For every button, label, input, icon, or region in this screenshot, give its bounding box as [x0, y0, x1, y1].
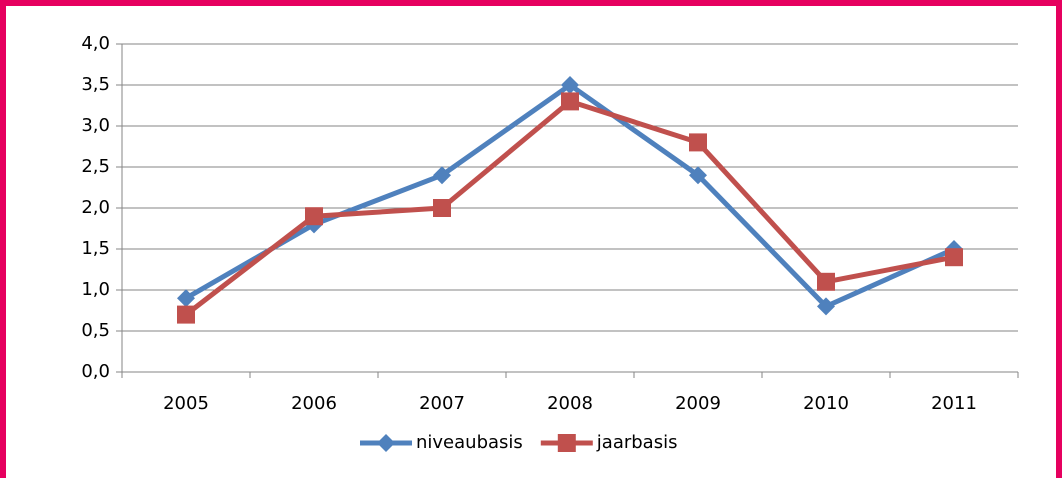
y-tick-label: 0,0: [81, 361, 110, 382]
y-tick-label: 2,0: [81, 197, 110, 218]
marker: [377, 434, 395, 452]
marker: [817, 297, 835, 316]
y-tick-label: 1,0: [81, 279, 110, 300]
marker: [561, 92, 579, 111]
y-tick-label: 3,0: [81, 115, 110, 136]
x-tick-label: 2010: [803, 393, 849, 414]
marker: [433, 199, 451, 217]
y-tick-label: 2,5: [81, 156, 110, 177]
x-tick-label: 2008: [547, 393, 593, 414]
marker: [561, 76, 579, 94]
marker: [817, 272, 835, 291]
marker: [689, 133, 707, 152]
x-tick-label: 2006: [291, 393, 337, 414]
marker: [557, 434, 576, 452]
marker: [689, 166, 707, 185]
x-tick-label: 2009: [675, 393, 721, 414]
y-tick-label: 0,5: [81, 320, 110, 341]
y-tick-label: 3,5: [81, 74, 110, 95]
marker: [433, 166, 451, 185]
x-tick-label: 2005: [163, 393, 209, 414]
legend-label: jaarbasis: [596, 432, 678, 453]
legend-label: niveaubasis: [416, 432, 523, 453]
x-tick-label: 2007: [419, 393, 465, 414]
y-tick-label: 1,5: [81, 238, 110, 259]
y-tick-label: 4,0: [81, 33, 110, 54]
marker: [305, 207, 323, 226]
marker: [177, 289, 195, 308]
marker: [177, 305, 195, 324]
marker: [945, 248, 963, 267]
x-tick-label: 2011: [931, 393, 977, 414]
series-line: [184, 82, 956, 309]
